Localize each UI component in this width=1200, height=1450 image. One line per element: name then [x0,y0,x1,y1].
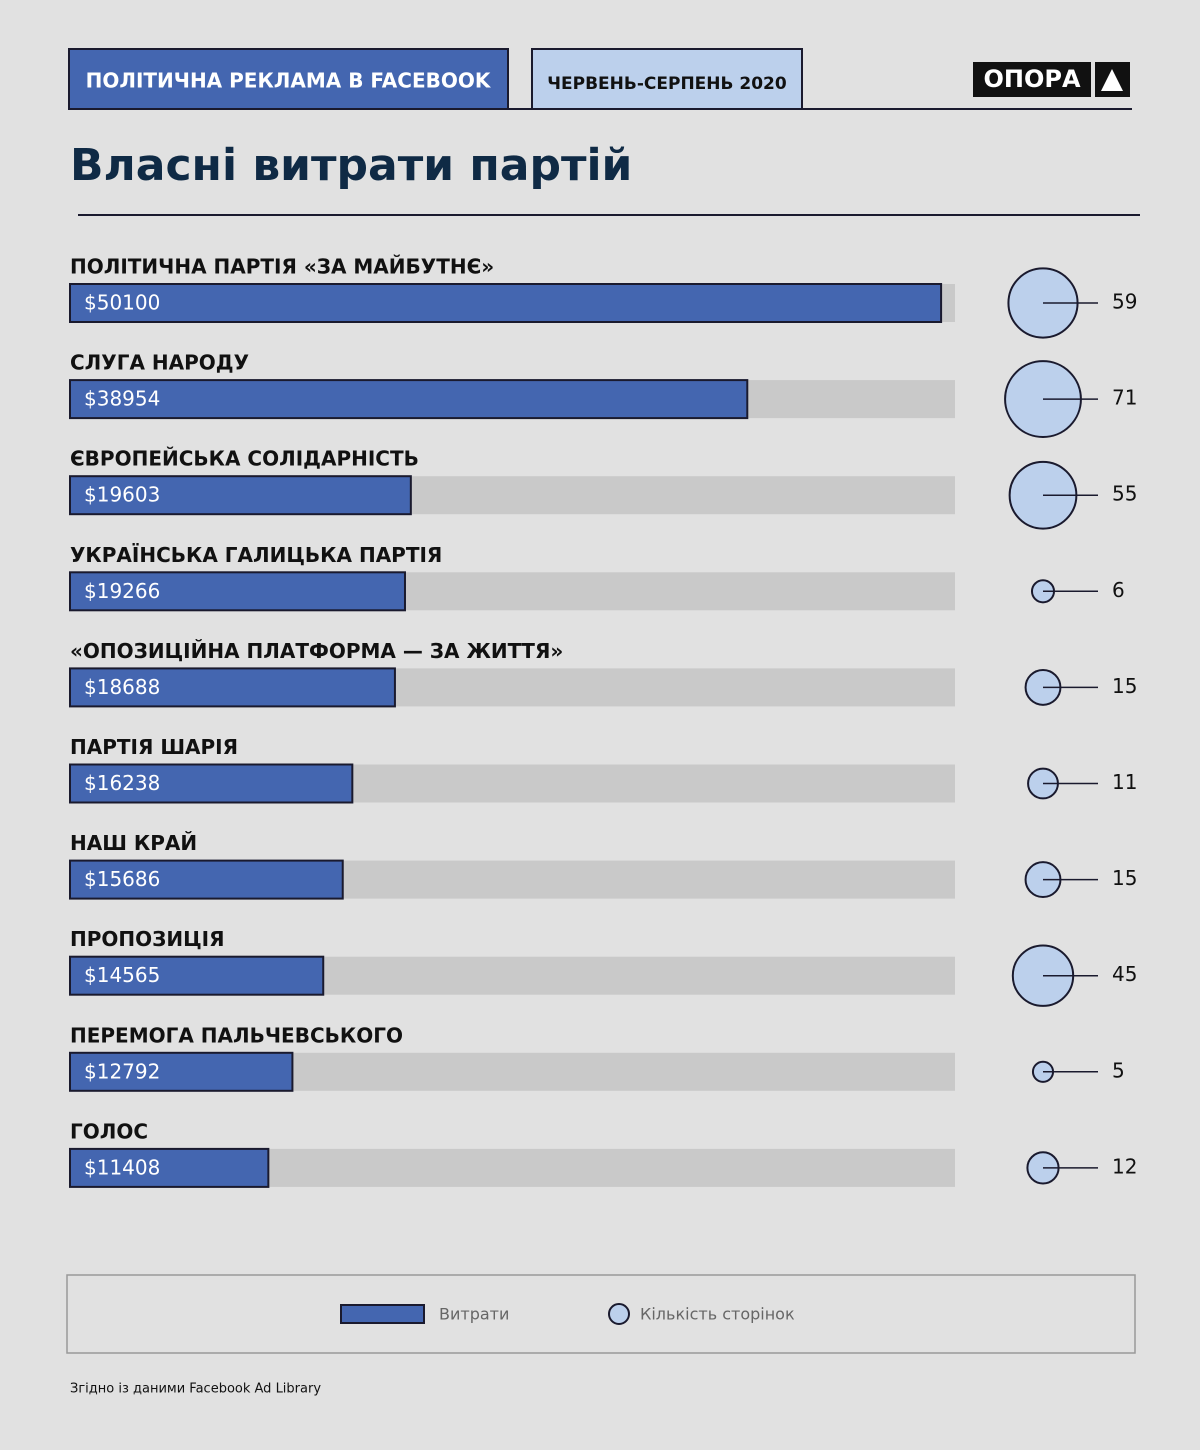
category-label: ПАРТІЯ ШАРІЯ [70,735,238,759]
bar-value-label: $19603 [84,483,160,507]
bubble-value-label: 12 [1112,1154,1137,1178]
bubble-value-label: 11 [1112,770,1137,794]
bar [69,763,354,804]
bubble-value-label: 71 [1112,386,1137,410]
legend-swatch [340,1304,425,1324]
source-note: Згідно із даними Facebook Ad Library [70,1382,321,1397]
logo-box [973,62,1091,97]
logo: ОПОРА [983,65,1080,93]
period-box [531,48,803,110]
bar [69,1051,294,1092]
category-label: «ОПОЗИЦІЙНА ПЛАТФОРМА — ЗА ЖИТТЯ» [70,639,563,663]
category-label: ЄВРОПЕЙСЬКА СОЛІДАРНІСТЬ [70,447,419,471]
category-label: ПОЛІТИЧНА ПАРТІЯ «ЗА МАЙБУТНЄ» [70,255,494,279]
bar-value-label: $15686 [84,867,160,891]
bar [69,667,396,708]
bar [69,475,412,516]
category-label: ГОЛОС [70,1119,148,1143]
bar-value-label: $12792 [84,1059,160,1083]
bubble-value-label: 5 [1112,1058,1125,1082]
category-label: ПРОПОЗИЦІЯ [70,927,224,951]
bar [69,859,344,900]
bar-value-label: $38954 [84,387,160,411]
section-label: ПОЛІТИЧНА РЕКЛАМА В FACEBOOK [86,69,492,93]
bar-value-label: $14565 [84,963,160,987]
category-label: СЛУГА НАРОДУ [70,351,249,375]
bar-value-label: $19266 [84,579,160,603]
bar [69,1147,270,1188]
bubble-value-label: 45 [1112,962,1137,986]
bar-value-label: $11408 [84,1155,160,1179]
bar [69,283,943,323]
category-label: УКРАЇНСЬКА ГАЛИЦЬКА ПАРТІЯ [70,543,442,567]
legend-label: Витрати [439,1305,509,1324]
legend-box [66,1274,1136,1354]
bar-value-label: $16238 [84,771,160,795]
category-label: ПЕРЕМОГА ПАЛЬЧЕВСЬКОГО [70,1023,403,1047]
legend-label: Кількість сторінок [640,1305,795,1324]
bar [69,379,749,420]
chart-title: Власні витрати партій [70,140,632,191]
period-label: ЧЕРВЕНЬ-СЕРПЕНЬ 2020 [547,74,787,94]
bar [69,571,406,612]
bar [69,955,325,996]
bar-value-label: $18688 [84,675,160,699]
bubble-value-label: 15 [1112,866,1137,890]
bubble-value-label: 6 [1112,578,1125,602]
bubble-value-label: 55 [1112,482,1137,506]
bubble-value-label: 59 [1112,290,1137,314]
legend-swatch [608,1303,630,1325]
logo-icon [1101,69,1123,91]
category-label: НАШ КРАЙ [70,831,197,855]
bar-value-label: $50100 [84,291,160,315]
section-box [68,48,509,110]
bubble-value-label: 15 [1112,674,1137,698]
